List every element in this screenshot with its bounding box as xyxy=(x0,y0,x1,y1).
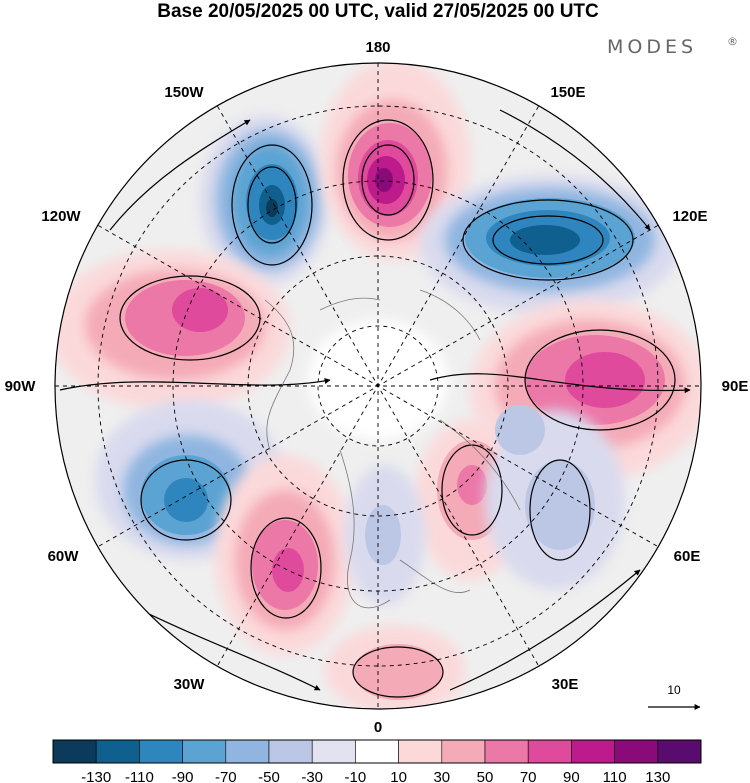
colorbar-tick-label: 130 xyxy=(645,769,670,783)
colorbar-tick-label: 90 xyxy=(563,769,580,783)
colorbar-swatch xyxy=(441,739,486,764)
colorbar-tick-label: 30 xyxy=(433,769,450,783)
colorbar-tick-label: -110 xyxy=(125,769,154,783)
colorbar-swatch xyxy=(484,739,529,764)
lon-label-150e: 150E xyxy=(550,84,585,101)
lon-label-60w: 60W xyxy=(48,548,80,565)
brand-registered-mark: ® xyxy=(727,35,738,48)
longitude-labels: 180 150E 120E 90E 60E 30E 0 30W 60W 90W … xyxy=(5,39,749,736)
colorbar-tick-label: -130 xyxy=(81,769,111,783)
anomaly-fields xyxy=(55,63,701,709)
colorbar-swatch xyxy=(182,739,227,764)
colorbar-swatch xyxy=(355,739,399,764)
colorbar-swatch xyxy=(657,739,702,764)
coastlines xyxy=(264,289,521,609)
pole-neutral-area xyxy=(308,320,448,440)
map-border xyxy=(54,62,702,710)
colorbar: -130 -110 -90 -70 -50 -30 -10 10 30 50 70 90 110 130 xyxy=(52,739,702,783)
colorbar-tick-label: 70 xyxy=(520,769,537,783)
colorbar-swatch xyxy=(398,739,443,764)
colorbar-swatch xyxy=(139,739,183,764)
colorbar-swatches xyxy=(52,739,702,764)
colorbar-swatch xyxy=(614,739,659,764)
lon-label-180: 180 xyxy=(365,39,390,56)
colorbar-tick-label: -30 xyxy=(301,769,323,783)
colorbar-swatch xyxy=(225,739,270,764)
colorbar-swatch xyxy=(311,739,356,764)
colorbar-tick-label: -10 xyxy=(345,769,367,783)
lon-label-0: 0 xyxy=(374,719,382,736)
colorbar-tick-label: 50 xyxy=(477,769,494,783)
anomaly-neg-150w xyxy=(200,115,330,285)
colorbar-swatch xyxy=(95,739,140,764)
reference-vector-label: 10 xyxy=(667,683,681,697)
colorbar-labels: -130 -110 -90 -70 -50 -30 -10 10 30 50 70 90 110 130 xyxy=(81,769,670,783)
colorbar-tick-label: -50 xyxy=(258,769,280,783)
colorbar-tick-label: -70 xyxy=(215,769,237,783)
colorbar-swatch xyxy=(527,739,572,764)
anomaly-pos-40w xyxy=(215,455,355,655)
anomaly-pos-180 xyxy=(320,63,470,260)
colorbar-swatch xyxy=(268,739,313,764)
lon-label-120w: 120W xyxy=(41,208,81,225)
colorbar-tick-label: -90 xyxy=(172,769,194,783)
map-title: Base 20/05/2025 00 UTC, valid 27/05/2025… xyxy=(157,1,599,22)
lon-label-30e: 30E xyxy=(552,676,579,693)
brand-logo: MODES xyxy=(607,36,697,58)
lon-label-60e: 60E xyxy=(674,548,701,565)
colorbar-swatch xyxy=(571,739,615,764)
lon-label-30w: 30W xyxy=(174,676,206,693)
lon-label-90w: 90W xyxy=(5,378,37,395)
anomaly-neg-20e xyxy=(345,465,425,605)
colorbar-tick-label: 110 xyxy=(603,769,627,783)
graticule xyxy=(55,63,701,709)
anomaly-neg-120e xyxy=(420,175,680,315)
anomaly-neg-60e xyxy=(485,405,625,590)
lon-label-150w: 150W xyxy=(164,84,204,101)
lon-label-90e: 90E xyxy=(722,378,749,395)
lon-label-120e: 120E xyxy=(672,208,707,225)
anomaly-pos-0 xyxy=(325,625,465,709)
colorbar-frame xyxy=(52,739,702,764)
reference-vector: 10 xyxy=(648,683,701,710)
polar-map xyxy=(54,62,702,710)
colorbar-tick-label: 10 xyxy=(390,769,407,783)
colorbar-swatch xyxy=(52,739,97,764)
